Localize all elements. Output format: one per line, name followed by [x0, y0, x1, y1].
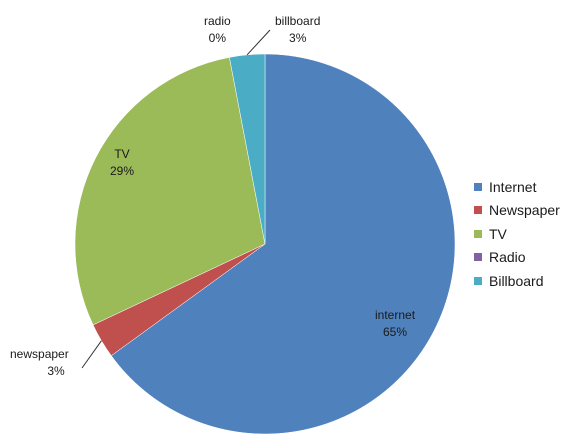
legend-swatch-newspaper: [474, 206, 482, 215]
slice-label-newspaper: newspaper 3%: [10, 346, 69, 380]
slice-label-internet-name: internet: [375, 308, 416, 322]
slice-label-billboard: billboard 3%: [275, 13, 320, 47]
legend-item-tv: TV: [474, 222, 560, 246]
slice-label-billboard-name: billboard: [275, 14, 321, 28]
legend-item-newspaper: Newspaper: [474, 199, 560, 223]
legend-item-radio: Radio: [474, 246, 560, 270]
pie-slice-billboard: [229, 53, 266, 245]
slice-label-newspaper-name: newspaper: [10, 347, 69, 361]
legend-label-internet: Internet: [489, 178, 537, 195]
legend-label-radio: Radio: [489, 249, 526, 266]
pie-slice-internet: [110, 53, 456, 434]
legend-item-internet: Internet: [474, 175, 560, 199]
chart-legend: Internet Newspaper TV Radio Billboard: [474, 175, 560, 293]
slice-label-radio: radio 0%: [204, 13, 231, 47]
legend-label-tv: TV: [489, 225, 507, 242]
slice-label-radio-name: radio: [204, 14, 231, 28]
slice-label-billboard-value: 3%: [289, 31, 307, 45]
leader-line-newspaper: [81, 340, 102, 369]
slice-label-internet: internet 65%: [375, 307, 415, 341]
legend-label-billboard: Billboard: [489, 272, 544, 289]
slice-label-newspaper-value: 3%: [47, 364, 65, 378]
legend-label-newspaper: Newspaper: [489, 202, 560, 219]
legend-item-billboard: Billboard: [474, 269, 560, 293]
slice-label-tv: TV 29%: [110, 146, 134, 180]
pie-slice-tv: [74, 57, 266, 326]
slice-label-internet-value: 65%: [383, 325, 408, 339]
slice-label-radio-value: 0%: [208, 31, 227, 45]
legend-swatch-billboard: [474, 276, 482, 285]
legend-swatch-internet: [474, 182, 482, 191]
legend-swatch-tv: [474, 229, 482, 238]
legend-swatch-radio: [474, 253, 482, 262]
leader-line-billboard: [246, 29, 271, 56]
slice-label-tv-value: 29%: [110, 164, 135, 178]
slice-label-tv-name: TV: [114, 147, 130, 161]
